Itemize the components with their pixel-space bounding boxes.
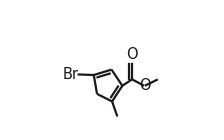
- Text: O: O: [139, 78, 150, 93]
- Text: O: O: [126, 46, 138, 62]
- Text: Br: Br: [62, 67, 78, 82]
